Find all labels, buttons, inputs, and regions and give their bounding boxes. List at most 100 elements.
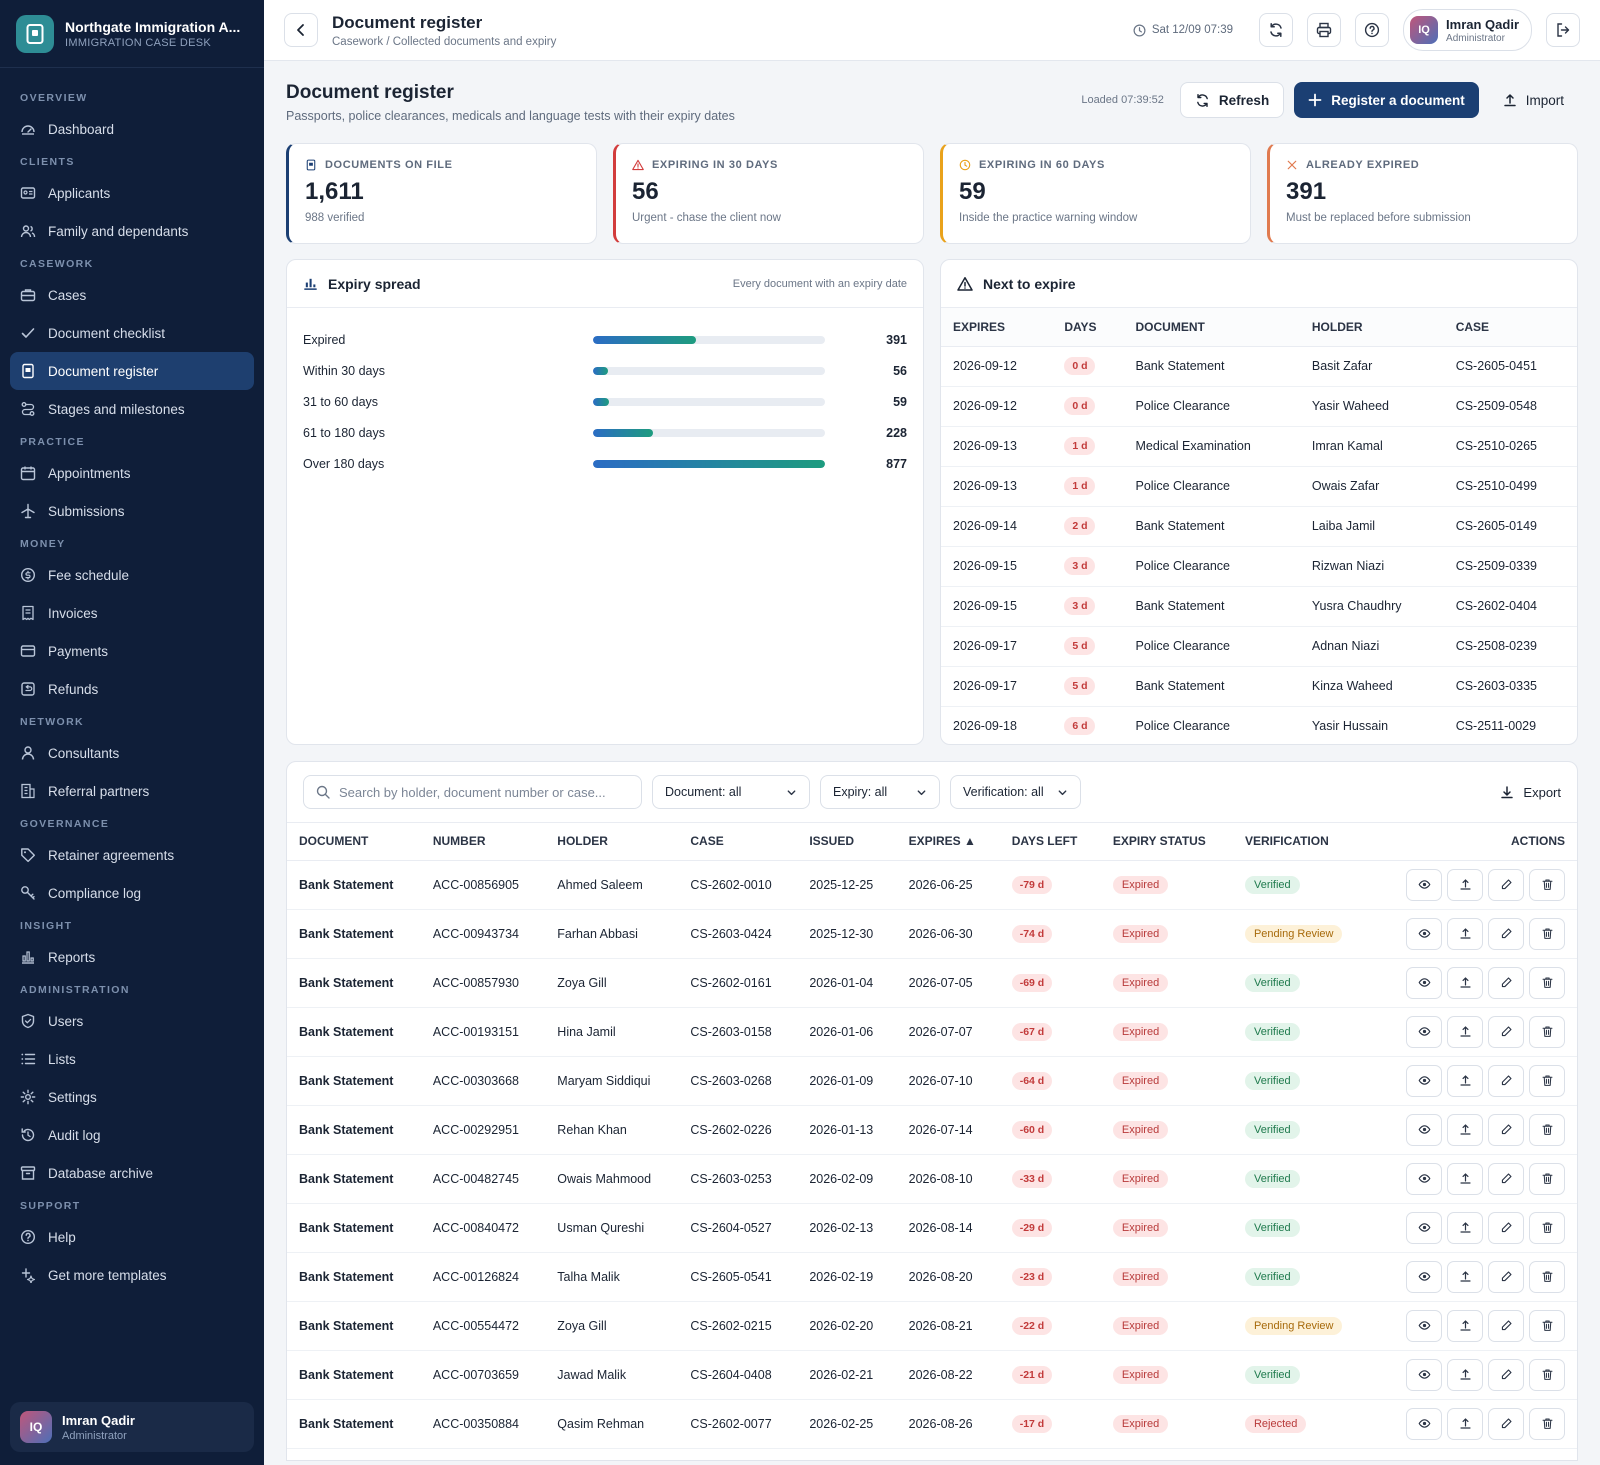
table-row[interactable]: 2026-09-15 3 d Police Clearance Rizwan Niaz… — [941, 546, 1577, 587]
delete-button[interactable] — [1529, 1407, 1565, 1440]
document-filter-select[interactable]: Document: all — [652, 775, 810, 809]
table-row[interactable]: 2026-09-14 2 d Bank Statement Laiba Jamil CS… — [941, 506, 1577, 547]
verification-filter-select[interactable]: Verification: all — [950, 775, 1081, 809]
upload-button[interactable] — [1447, 1064, 1483, 1097]
edit-button[interactable] — [1488, 1407, 1524, 1440]
sidebar-item-consultants[interactable]: Consultants — [10, 734, 254, 772]
user-menu[interactable]: IQ Imran Qadir Administrator — [1403, 9, 1532, 51]
delete-button[interactable] — [1529, 917, 1565, 950]
upload-button[interactable] — [1447, 868, 1483, 901]
table-row[interactable]: 2026-09-15 3 d Bank Statement Yusra Chaudhr… — [941, 586, 1577, 627]
sidebar-item-referral-partners[interactable]: Referral partners — [10, 772, 254, 810]
view-button[interactable] — [1406, 1064, 1442, 1097]
view-button[interactable] — [1406, 966, 1442, 999]
back-button[interactable] — [284, 13, 318, 47]
table-row[interactable]: 2026-09-13 1 d Police Clearance Owais Zafar… — [941, 466, 1577, 507]
sidebar-item-payments[interactable]: Payments — [10, 632, 254, 670]
delete-button[interactable] — [1529, 1309, 1565, 1342]
sidebar-item-database-archive[interactable]: Database archive — [10, 1154, 254, 1192]
delete-button[interactable] — [1529, 1015, 1565, 1048]
upload-button[interactable] — [1447, 1407, 1483, 1440]
card-icon — [20, 645, 36, 657]
view-button[interactable] — [1406, 1260, 1442, 1293]
view-button[interactable] — [1406, 1407, 1442, 1440]
sidebar-item-help[interactable]: Help — [10, 1218, 254, 1256]
view-button[interactable] — [1406, 1113, 1442, 1146]
upload-button[interactable] — [1447, 1309, 1483, 1342]
sidebar-item-retainer-agreements[interactable]: Retainer agreements — [10, 836, 254, 874]
upload-button[interactable] — [1447, 917, 1483, 950]
expiry-filter-select[interactable]: Expiry: all — [820, 775, 940, 809]
edit-button[interactable] — [1488, 1309, 1524, 1342]
sidebar-item-submissions[interactable]: Submissions — [10, 492, 254, 530]
sidebar-item-stages-and-milestones[interactable]: Stages and milestones — [10, 390, 254, 428]
sidebar-item-settings[interactable]: Settings — [10, 1078, 254, 1116]
delete-button[interactable] — [1529, 1260, 1565, 1293]
export-button[interactable]: Export — [1500, 785, 1561, 800]
print-button[interactable] — [1307, 13, 1342, 47]
sidebar-item-audit-log[interactable]: Audit log — [10, 1116, 254, 1154]
view-button[interactable] — [1406, 1211, 1442, 1244]
sync-button[interactable] — [1259, 13, 1294, 47]
logout-button[interactable] — [1546, 13, 1580, 47]
sidebar-item-reports[interactable]: Reports — [10, 938, 254, 976]
edit-button[interactable] — [1488, 966, 1524, 999]
edit-button[interactable] — [1488, 1260, 1524, 1293]
sidebar-item-fee-schedule[interactable]: Fee schedule — [10, 556, 254, 594]
sidebar-item-refunds[interactable]: Refunds — [10, 670, 254, 708]
upload-button[interactable] — [1447, 1113, 1483, 1146]
upload-button[interactable] — [1447, 966, 1483, 999]
sidebar-user-card[interactable]: IQ Imran Qadir Administrator — [10, 1402, 254, 1452]
view-button[interactable] — [1406, 917, 1442, 950]
edit-button[interactable] — [1488, 1113, 1524, 1146]
search-input[interactable]: Search by holder, document number or cas… — [303, 775, 642, 809]
table-row[interactable]: 2026-09-13 1 d Medical Examination Imran Ka… — [941, 426, 1577, 467]
sidebar-item-document-register[interactable]: Document register — [10, 352, 254, 390]
help-button[interactable] — [1355, 13, 1390, 47]
view-button[interactable] — [1406, 868, 1442, 901]
table-row[interactable]: 2026-09-17 5 d Police Clearance Adnan Niazi… — [941, 626, 1577, 667]
sidebar-item-applicants[interactable]: Applicants — [10, 174, 254, 212]
sidebar-item-lists[interactable]: Lists — [10, 1040, 254, 1078]
edit-button[interactable] — [1488, 1064, 1524, 1097]
sidebar-item-family-and-dependants[interactable]: Family and dependants — [10, 212, 254, 250]
sidebar-item-appointments[interactable]: Appointments — [10, 454, 254, 492]
sidebar-item-cases[interactable]: Cases — [10, 276, 254, 314]
edit-button[interactable] — [1488, 1162, 1524, 1195]
sidebar-item-compliance-log[interactable]: Compliance log — [10, 874, 254, 912]
delete-button[interactable] — [1529, 966, 1565, 999]
sidebar-item-document-checklist[interactable]: Document checklist — [10, 314, 254, 352]
delete-button[interactable] — [1529, 868, 1565, 901]
register-document-button[interactable]: Register a document — [1294, 82, 1479, 118]
edit-button[interactable] — [1488, 1015, 1524, 1048]
edit-button[interactable] — [1488, 1358, 1524, 1391]
sidebar-item-dashboard[interactable]: Dashboard — [10, 110, 254, 148]
table-row[interactable]: 2026-09-12 0 d Bank Statement Basit Zafar CS… — [941, 346, 1577, 387]
delete-button[interactable] — [1529, 1113, 1565, 1146]
table-row[interactable]: 2026-09-17 5 d Bank Statement Kinza Waheed C… — [941, 666, 1577, 707]
upload-button[interactable] — [1447, 1015, 1483, 1048]
edit-button[interactable] — [1488, 1211, 1524, 1244]
edit-button[interactable] — [1488, 917, 1524, 950]
view-button[interactable] — [1406, 1015, 1442, 1048]
delete-button[interactable] — [1529, 1211, 1565, 1244]
sidebar-item-invoices[interactable]: Invoices — [10, 594, 254, 632]
table-row[interactable]: 2026-09-12 0 d Police Clearance Yasir Wahee… — [941, 386, 1577, 427]
table-row[interactable]: 2026-09-18 6 d Police Clearance Yasir Hussa… — [941, 706, 1577, 744]
upload-button[interactable] — [1447, 1211, 1483, 1244]
edit-button[interactable] — [1488, 868, 1524, 901]
sidebar-item-users[interactable]: Users — [10, 1002, 254, 1040]
upload-button[interactable] — [1447, 1358, 1483, 1391]
register-col-header[interactable]: EXPIRES ▲ — [896, 823, 1000, 861]
delete-button[interactable] — [1529, 1064, 1565, 1097]
view-button[interactable] — [1406, 1358, 1442, 1391]
sidebar-item-get-more-templates[interactable]: Get more templates — [10, 1256, 254, 1294]
upload-button[interactable] — [1447, 1260, 1483, 1293]
delete-button[interactable] — [1529, 1162, 1565, 1195]
delete-button[interactable] — [1529, 1358, 1565, 1391]
import-button[interactable]: Import — [1489, 82, 1578, 118]
view-button[interactable] — [1406, 1162, 1442, 1195]
view-button[interactable] — [1406, 1309, 1442, 1342]
refresh-button[interactable]: Refresh — [1179, 82, 1285, 118]
upload-button[interactable] — [1447, 1162, 1483, 1195]
